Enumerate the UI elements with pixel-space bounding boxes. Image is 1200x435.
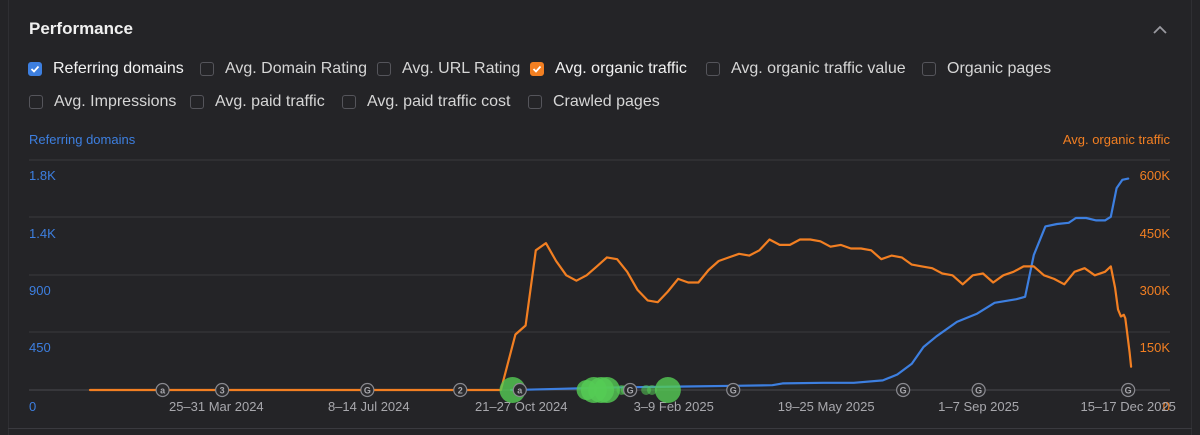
event-marker-circle (896, 382, 911, 398)
metric-label: Avg. paid traffic (215, 93, 325, 110)
event-marker-circle (726, 382, 741, 398)
check-icon (30, 65, 40, 73)
checkbox[interactable] (342, 95, 356, 109)
metric-label: Avg. Impressions (54, 93, 177, 110)
check-icon (532, 65, 542, 73)
series-line-referring-domains (510, 177, 1130, 392)
left-tick-label: 450 (29, 340, 51, 355)
left-tick-label: 0 (29, 399, 36, 414)
event-marker-label: 2 (458, 386, 463, 396)
event-marker-label: G (1125, 386, 1132, 396)
metric-label: Referring domains (53, 60, 184, 77)
x-tick-label: 21–27 Oct 2024 (475, 399, 568, 414)
metric-avg-paid-traffic[interactable]: Avg. paid traffic (190, 93, 325, 111)
metric-avg-paid-traffic-cost[interactable]: Avg. paid traffic cost (342, 93, 510, 111)
metric-referring-domains[interactable]: Referring domains (28, 60, 184, 78)
event-marker[interactable]: G (726, 382, 741, 398)
event-marker-circle (512, 382, 527, 398)
metric-avg-organic-traffic-value[interactable]: Avg. organic traffic value (706, 60, 906, 78)
left-tick-label: 900 (29, 283, 51, 298)
annotation-bubble (654, 377, 681, 403)
event-marker-label: a (160, 386, 166, 396)
event-marker[interactable]: G (623, 382, 638, 398)
event-marker[interactable]: a (512, 382, 527, 398)
metric-avg-impressions[interactable]: Avg. Impressions (29, 93, 176, 111)
metric-label: Avg. organic traffic (555, 60, 687, 77)
event-marker-circle (623, 382, 638, 398)
checkbox[interactable] (706, 62, 720, 76)
right-tick-label: 450K (1140, 226, 1171, 241)
event-marker-label: G (627, 386, 634, 396)
right-tick-label: 0 (1163, 399, 1170, 414)
left-tick-label: 1.4K (29, 226, 56, 241)
annotation-bubble (593, 377, 620, 403)
chevron-up-icon (1153, 25, 1167, 34)
event-marker-label: G (900, 386, 907, 396)
x-tick-label: 3–9 Feb 2025 (634, 399, 714, 414)
right-axis-title: Avg. organic traffic (1063, 132, 1171, 147)
x-tick-label: 1–7 Sep 2025 (938, 399, 1019, 414)
panel-title: Performance (29, 19, 133, 38)
right-tick-label: 300K (1140, 283, 1171, 298)
metric-label: Crawled pages (553, 93, 660, 110)
checkbox[interactable] (528, 95, 542, 109)
event-marker-circle (360, 382, 375, 398)
series-line-organic-traffic (88, 238, 1133, 392)
left-tick-label: 1.8K (29, 168, 56, 183)
x-tick-label: 25–31 Mar 2024 (169, 399, 264, 414)
right-tick-label: 600K (1140, 168, 1171, 183)
event-marker[interactable]: G (360, 382, 375, 398)
event-marker-circle (971, 382, 986, 398)
collapse-button[interactable] (1150, 20, 1170, 40)
event-marker-circle (155, 382, 170, 398)
checkbox[interactable] (530, 62, 544, 76)
x-tick-label: 15–17 Dec 2025 (1080, 399, 1175, 414)
metric-avg-url-rating[interactable]: Avg. URL Rating (377, 60, 520, 78)
checkbox[interactable] (28, 62, 42, 76)
metric-avg-domain-rating[interactable]: Avg. Domain Rating (200, 60, 367, 78)
checkbox[interactable] (190, 95, 204, 109)
event-marker-label: a (517, 386, 523, 396)
metric-label: Organic pages (947, 60, 1052, 77)
event-marker[interactable]: 3 (215, 382, 230, 398)
metric-label: Avg. paid traffic cost (367, 93, 511, 110)
checkbox[interactable] (29, 95, 43, 109)
event-marker-label: 3 (220, 386, 225, 396)
checkbox[interactable] (200, 62, 214, 76)
event-marker-circle (1121, 382, 1136, 398)
panel-divider (1191, 0, 1192, 435)
metric-avg-organic-traffic[interactable]: Avg. organic traffic (530, 60, 687, 78)
event-marker-circle (453, 382, 468, 398)
checkbox[interactable] (922, 62, 936, 76)
metric-label: Avg. URL Rating (402, 60, 521, 77)
event-marker[interactable]: 2 (453, 382, 468, 398)
event-marker-circle (215, 382, 230, 398)
metric-crawled-pages[interactable]: Crawled pages (528, 93, 660, 111)
metric-label: Avg. Domain Rating (225, 60, 367, 77)
checkbox[interactable] (377, 62, 391, 76)
annotation-bubble (646, 385, 657, 395)
event-marker-label: G (364, 386, 371, 396)
metric-organic-pages[interactable]: Organic pages (922, 60, 1051, 78)
panel-divider (8, 428, 1192, 429)
panel-divider (8, 0, 9, 435)
right-tick-label: 150K (1140, 340, 1171, 355)
event-marker[interactable]: a (155, 382, 170, 398)
left-axis-title: Referring domains (29, 132, 136, 147)
event-marker-label: G (975, 386, 982, 396)
event-marker[interactable]: G (896, 382, 911, 398)
metric-label: Avg. organic traffic value (731, 60, 906, 77)
event-marker[interactable]: G (1121, 382, 1136, 398)
event-marker-label: G (730, 386, 737, 396)
x-tick-label: 8–14 Jul 2024 (328, 399, 410, 414)
x-tick-label: 19–25 May 2025 (778, 399, 875, 414)
event-marker[interactable]: G (971, 382, 986, 398)
